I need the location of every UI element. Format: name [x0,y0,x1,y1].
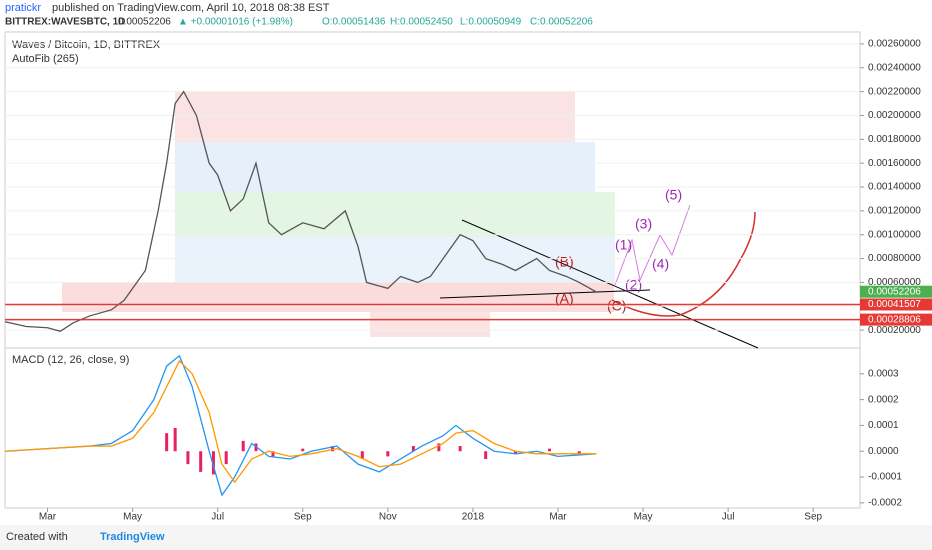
histogram-bar [199,451,203,472]
pane-border [4,31,861,509]
ohlc: O:0.00051436 [322,17,386,28]
histogram-bar [411,446,415,452]
histogram-bar [224,451,228,465]
histogram-bar [577,451,581,454]
y-tick-label: 0.00080000 [868,253,921,264]
author: pratickr [5,2,41,14]
annotation: (3) [635,216,652,232]
series-line [4,354,597,497]
histogram-bar [360,451,364,459]
y-tick-label: 0.00100000 [868,229,921,240]
annotation: (2) [625,277,642,293]
y-tick-label: 0.0000 [868,446,899,457]
x-tick-label: Mar [39,512,57,523]
annotation: (A) [555,291,574,307]
footer-created: Created with [6,531,68,543]
x-tick-label: Nov [379,512,397,523]
series-line [4,90,597,333]
autofib [62,92,615,337]
macd-title: MACD (12, 26, close, 9) [12,354,129,366]
level-label: 0.00028806 [868,314,921,325]
annotation: (B) [555,254,574,270]
y-tick-label: 0.00020000 [868,325,921,336]
y-tick-label: 0.00220000 [868,86,921,97]
x-tick-label: May [634,512,653,523]
histogram-bar [547,448,551,452]
x-tick-label: Jul [722,512,735,523]
level-label: 0.00041507 [868,299,921,310]
ohlc: L:0.00050949 [460,17,522,28]
annotation: (4) [652,256,669,272]
footer [0,525,932,550]
x-tick-label: Sep [804,512,822,523]
x-tick-label: Mar [549,512,567,523]
y-tick-label: 0.00260000 [868,39,921,50]
annotation: (1) [615,237,632,253]
autofib-label: AutoFib (265) [12,53,79,65]
footer-brand[interactable]: TradingView [100,531,165,543]
published: published on TradingView.com, April 10, … [52,2,330,14]
histogram-bar [437,443,441,452]
y-tick-label: 0.00200000 [868,110,921,121]
histogram-bar [484,451,488,459]
ohlc: H:0.00052450 [390,17,453,28]
histogram-bar [211,451,215,475]
ohlc: C:0.00052206 [530,17,593,28]
y-tick-label: 0.00240000 [868,62,921,73]
histogram-bar [458,446,462,452]
annotation: (C) [607,298,626,314]
drawings [439,204,759,349]
y-tick-label: 0.00180000 [868,134,921,145]
histogram-bar [301,448,305,452]
x-tick-label: Sep [294,512,312,523]
series-line [4,359,597,484]
y-tick-label: 0.00140000 [868,182,921,193]
y-tick-label: 0.0002 [868,394,899,405]
x-tick-label: 2018 [462,512,485,523]
histogram-bar [186,451,190,465]
y-tick-label: 0.0001 [868,420,899,431]
y-tick-label: 0.00160000 [868,158,921,169]
histogram-bar [271,451,275,457]
symbol: BITTREX:WAVESBTC, 1D [5,17,125,28]
price: 0.00052206 [118,17,171,28]
annotation: (5) [665,187,682,203]
histogram-bar [386,451,390,457]
histogram-bar [513,451,517,454]
y-tick-label: -0.0002 [868,497,902,508]
level-tag [860,298,932,311]
x-tick-label: Jul [211,512,224,523]
x-tick-label: May [123,512,142,523]
change: ▲ +0.00001016 (+1.98%) [178,17,293,28]
histogram-bar [173,428,177,452]
histogram-bar [165,433,169,452]
y-tick-label: 0.00060000 [868,277,921,288]
histogram-bar [241,440,245,452]
y-tick-label: 0.0003 [868,368,899,379]
last-price-label: 0.00052206 [868,286,921,297]
histogram-bar [331,446,335,452]
y-tick-label: 0.00120000 [868,206,921,217]
price-title: Waves / Bitcoin, 1D, BITTREX [12,39,161,51]
level-tag [860,313,932,326]
last-price-tag [860,285,932,298]
y-tick-label: -0.0001 [868,472,902,483]
